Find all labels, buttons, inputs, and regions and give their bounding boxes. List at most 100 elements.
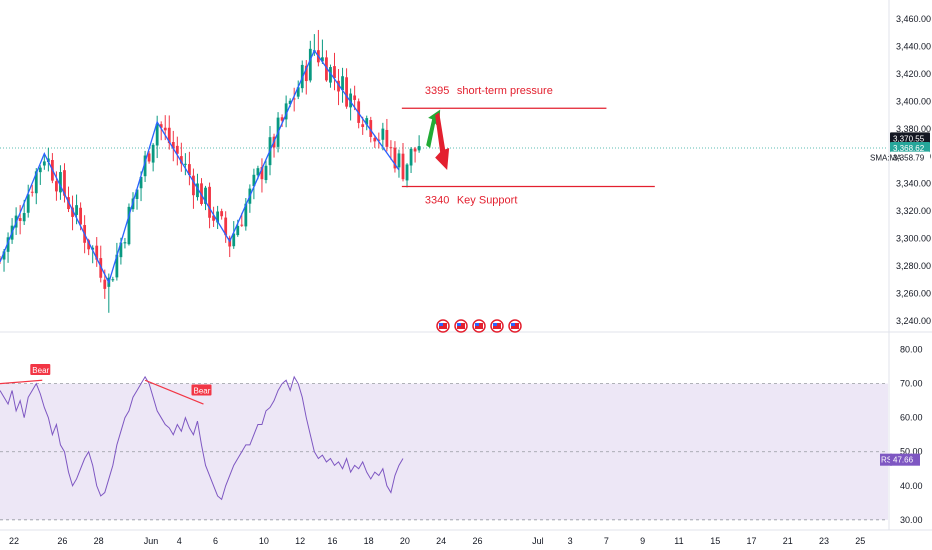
price-pane[interactable]: 3,240.00 3,260.00 3,280.00 3,300.00 3,320.00… (0, 0, 932, 530)
candle[interactable] (95, 237, 99, 267)
candle-body (192, 175, 195, 196)
candle[interactable] (373, 135, 377, 148)
candle[interactable] (151, 143, 155, 172)
candle[interactable] (208, 182, 211, 229)
candle[interactable] (304, 60, 308, 95)
candle[interactable] (224, 211, 228, 243)
candle[interactable] (329, 64, 332, 88)
candle[interactable] (6, 232, 10, 263)
candle[interactable] (393, 141, 397, 173)
candle[interactable] (38, 165, 42, 185)
candle[interactable] (321, 39, 324, 64)
candle[interactable] (292, 87, 296, 112)
rsi-pane[interactable]: 30.00 40.00 50.00 60.00 70.00 80.00 Bear Bear RS… (0, 345, 932, 531)
candle[interactable] (175, 136, 179, 166)
flag-canton (475, 323, 479, 326)
time-tick-label: 15 (710, 536, 720, 546)
candle[interactable] (123, 237, 127, 249)
candle-body (42, 161, 46, 166)
candle[interactable] (284, 95, 288, 128)
candle-body (196, 183, 199, 198)
candle[interactable] (349, 88, 353, 121)
candle[interactable] (417, 135, 421, 153)
candle[interactable] (413, 146, 417, 163)
candle-body (59, 172, 62, 193)
candle[interactable] (204, 185, 207, 211)
candle[interactable] (59, 165, 62, 200)
candle-body (321, 57, 324, 62)
candle-body (333, 66, 336, 79)
candle[interactable] (260, 158, 264, 193)
candle-body (260, 166, 264, 180)
candle[interactable] (188, 151, 191, 186)
candle[interactable] (212, 206, 215, 227)
candle-body (95, 245, 99, 260)
us-flag-icon[interactable] (508, 319, 522, 333)
candle[interactable] (192, 168, 195, 209)
candle[interactable] (171, 130, 175, 162)
price-tick-label: 3,400.00 (896, 96, 931, 106)
candle[interactable] (115, 242, 119, 281)
candle[interactable] (111, 276, 115, 282)
candle[interactable] (200, 178, 203, 206)
candle[interactable] (26, 184, 30, 218)
candle[interactable] (272, 133, 276, 158)
candle[interactable] (167, 115, 171, 150)
candle[interactable] (18, 205, 22, 235)
candle[interactable] (337, 69, 340, 106)
candle[interactable] (127, 203, 131, 246)
candle[interactable] (252, 168, 256, 200)
candle[interactable] (183, 153, 187, 176)
candle[interactable] (220, 208, 224, 220)
candle[interactable] (143, 150, 147, 183)
candle[interactable] (341, 67, 344, 103)
rsi-value-text: 47.66 (893, 456, 914, 465)
us-flag-icon[interactable] (490, 319, 504, 333)
candle[interactable] (147, 151, 151, 164)
candle[interactable] (345, 68, 348, 109)
candle[interactable] (30, 184, 34, 197)
flag-canton (493, 323, 497, 326)
candle[interactable] (99, 245, 103, 283)
candle[interactable] (232, 221, 236, 249)
candle[interactable] (179, 142, 183, 172)
candle[interactable] (91, 245, 95, 264)
bear-tag[interactable]: Bear (191, 384, 212, 396)
time-axis[interactable]: 22 26 28 Jun 4 6 10 12 16 18 20 24 26 Jul 3 7 9 11 15 17 21 2… (9, 536, 865, 546)
candle[interactable] (264, 160, 268, 184)
candle-body (244, 203, 248, 227)
candle[interactable] (135, 188, 139, 210)
candle[interactable] (333, 52, 336, 91)
time-tick-label: 6 (213, 536, 218, 546)
candle-body (30, 191, 34, 193)
rsi-name-badge-bg (880, 453, 892, 466)
candle[interactable] (389, 140, 393, 160)
candle[interactable] (401, 142, 405, 182)
bear-tag[interactable]: Bear (30, 364, 51, 376)
candle[interactable] (296, 80, 300, 100)
us-flag-icon[interactable] (472, 319, 486, 333)
candle[interactable] (159, 121, 163, 141)
candle-body (393, 147, 397, 169)
candle-body (349, 93, 353, 108)
candle[interactable] (409, 147, 413, 174)
candle[interactable] (405, 163, 409, 188)
candle-body (71, 207, 74, 217)
candle[interactable] (308, 40, 312, 83)
candle[interactable] (353, 85, 357, 111)
candle[interactable] (325, 50, 328, 82)
candle[interactable] (316, 29, 320, 67)
candle[interactable] (63, 163, 66, 203)
candle[interactable] (55, 171, 58, 201)
candle[interactable] (385, 118, 389, 152)
candle[interactable] (381, 122, 385, 151)
candle[interactable] (365, 115, 369, 131)
candle[interactable] (216, 205, 220, 230)
candle[interactable] (71, 195, 74, 231)
candle[interactable] (42, 154, 46, 170)
us-flag-icon[interactable] (454, 319, 468, 333)
candle[interactable] (397, 149, 401, 178)
us-flag-icon[interactable] (436, 319, 450, 333)
